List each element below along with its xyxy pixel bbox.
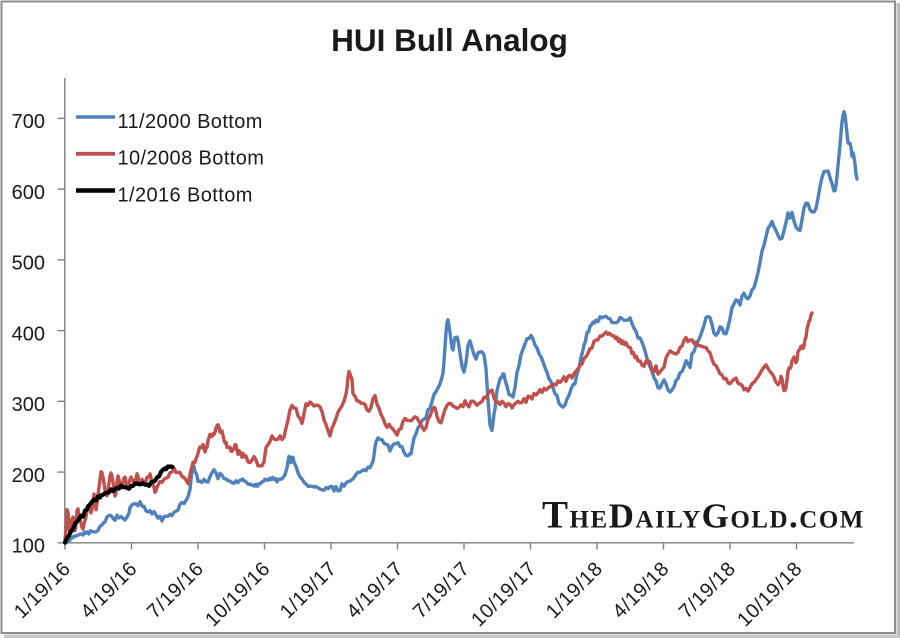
svg-text:TheDailyGold.com: TheDailyGold.com bbox=[542, 494, 865, 537]
svg-text:600: 600 bbox=[12, 182, 45, 204]
svg-text:HUI Bull Analog: HUI Bull Analog bbox=[331, 22, 568, 58]
svg-text:500: 500 bbox=[12, 253, 45, 275]
svg-text:200: 200 bbox=[12, 465, 45, 487]
svg-text:100: 100 bbox=[12, 536, 45, 558]
svg-text:10/2008 Bottom: 10/2008 Bottom bbox=[118, 148, 265, 170]
svg-text:1/2016 Bottom: 1/2016 Bottom bbox=[118, 184, 253, 206]
svg-text:400: 400 bbox=[12, 323, 45, 345]
svg-text:300: 300 bbox=[12, 394, 45, 416]
svg-text:700: 700 bbox=[12, 111, 45, 133]
svg-text:11/2000 Bottom: 11/2000 Bottom bbox=[118, 111, 263, 133]
